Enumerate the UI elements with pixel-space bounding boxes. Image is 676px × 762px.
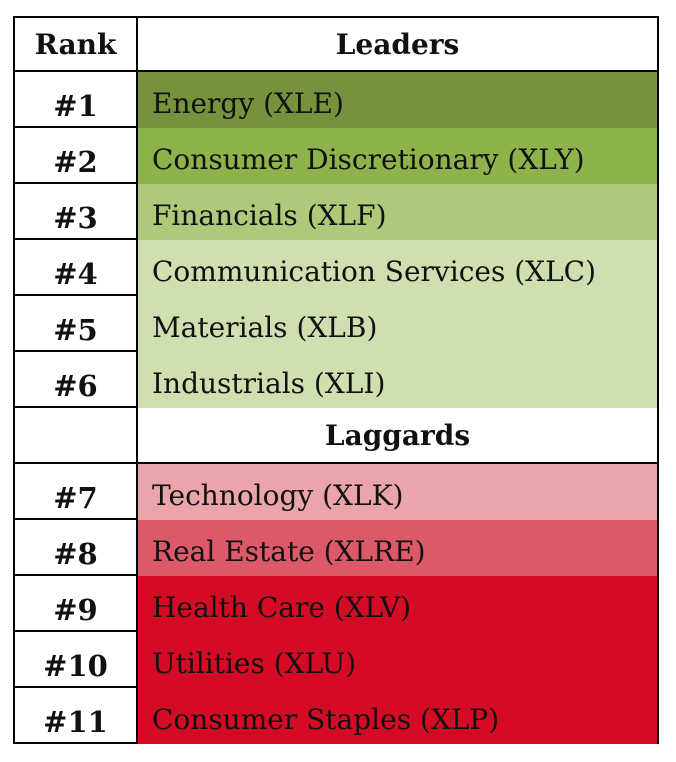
rank-cell: #10 <box>13 632 138 688</box>
sector-cell: Materials (XLB) <box>138 296 659 352</box>
table-row: #7 Technology (XLK) <box>13 464 659 520</box>
laggards-header-row: Laggards <box>13 408 659 464</box>
sector-cell: Technology (XLK) <box>138 464 659 520</box>
rank-cell: #2 <box>13 128 138 184</box>
sector-cell: Health Care (XLV) <box>138 576 659 632</box>
table-row: #1 Energy (XLE) <box>13 72 659 128</box>
sector-cell: Financials (XLF) <box>138 184 659 240</box>
table-row: #4 Communication Services (XLC) <box>13 240 659 296</box>
table-row: #9 Health Care (XLV) <box>13 576 659 632</box>
sector-cell: Energy (XLE) <box>138 72 659 128</box>
leaders-header: Leaders <box>138 16 659 72</box>
table-row: #10 Utilities (XLU) <box>13 632 659 688</box>
sector-ranking-table: Rank Leaders #1 Energy (XLE) #2 Consumer… <box>13 16 659 744</box>
table-row: #5 Materials (XLB) <box>13 296 659 352</box>
table-row: #11 Consumer Staples (XLP) <box>13 688 659 744</box>
rank-cell: #6 <box>13 352 138 408</box>
laggards-header: Laggards <box>138 408 659 464</box>
table-row: #3 Financials (XLF) <box>13 184 659 240</box>
table-row: #2 Consumer Discretionary (XLY) <box>13 128 659 184</box>
rank-cell: #7 <box>13 464 138 520</box>
table-row: #6 Industrials (XLI) <box>13 352 659 408</box>
sector-cell: Communication Services (XLC) <box>138 240 659 296</box>
sector-cell: Industrials (XLI) <box>138 352 659 408</box>
rank-cell: #9 <box>13 576 138 632</box>
rank-cell: #5 <box>13 296 138 352</box>
table-header-row: Rank Leaders <box>13 16 659 72</box>
sector-cell: Consumer Staples (XLP) <box>138 688 659 744</box>
empty-rank-cell <box>13 408 138 464</box>
rank-cell: #8 <box>13 520 138 576</box>
rank-cell: #1 <box>13 72 138 128</box>
table-row: #8 Real Estate (XLRE) <box>13 520 659 576</box>
rank-cell: #3 <box>13 184 138 240</box>
sector-cell: Utilities (XLU) <box>138 632 659 688</box>
sector-cell: Consumer Discretionary (XLY) <box>138 128 659 184</box>
sector-cell: Real Estate (XLRE) <box>138 520 659 576</box>
rank-column-header: Rank <box>13 16 138 72</box>
rank-cell: #11 <box>13 688 138 744</box>
rank-cell: #4 <box>13 240 138 296</box>
